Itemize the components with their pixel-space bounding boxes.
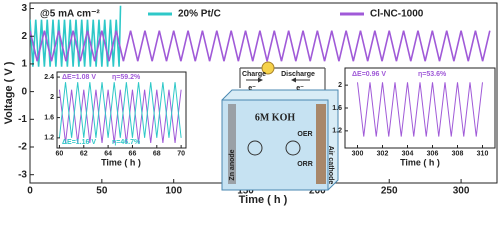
oer-label: OER (297, 131, 312, 138)
y-tick-label: 2 (21, 31, 27, 42)
electron-label: e⁻ (296, 85, 304, 92)
y-tick-label: -3 (18, 169, 27, 180)
series-line (58, 82, 182, 138)
orr-label: ORR (297, 161, 313, 168)
x-tick-label: 70 (177, 150, 185, 157)
inset-chart: 300 302 304 306 308 310 1.2 1.6 2 Time ( h ) ΔE=0.… (332, 67, 496, 167)
x-tick-label: 306 (427, 150, 439, 157)
annotation: ΔE=1.16 V (62, 139, 96, 146)
x-tick-label: 200 (309, 186, 326, 197)
x-tick-label: 60 (56, 150, 64, 157)
schematic: Charge Discharge e⁻ e⁻ 6M KOH Zn anode A… (221, 61, 339, 191)
x-tick-label: 66 (129, 150, 137, 157)
annotation: η=59.2% (112, 74, 141, 81)
x-tick-label: 0 (27, 186, 33, 197)
legend-label: 20% Pt/C (178, 9, 221, 20)
cathode-plate (316, 104, 326, 184)
x-axis-label: Time ( h ) (400, 157, 440, 167)
y-tick-label: 1.2 (44, 135, 54, 142)
x-tick-label: 64 (104, 150, 112, 157)
series-line (357, 82, 483, 137)
y-tick-label: 1.6 (332, 105, 342, 112)
figure: 0 50 100 150 200 250 300 -3 -2 -1 0 1 2 3 Time ( h ) Vo… (3, 2, 498, 206)
annotation: η=46.7% (112, 139, 141, 146)
y-tick-label: 1.2 (332, 128, 342, 135)
plot-frame (344, 67, 496, 149)
y-tick-label: -2 (18, 142, 27, 153)
x-tick-label: 68 (153, 150, 161, 157)
anode-label: Zn anode (229, 149, 236, 180)
x-tick-label: 302 (377, 150, 389, 157)
x-tick-label: 250 (381, 186, 398, 197)
discharge-label: Discharge (281, 71, 315, 78)
x-axis-label: Time ( h ) (101, 157, 141, 167)
y-tick-label: 1 (21, 59, 27, 70)
y-tick-label: 2 (338, 82, 342, 89)
x-tick-label: 300 (352, 150, 364, 157)
x-tick-label: 308 (452, 150, 464, 157)
annotation: η=53.6% (418, 71, 447, 78)
x-tick-label: 150 (237, 186, 254, 197)
x-tick-label: 50 (96, 186, 108, 197)
x-tick-label: 304 (402, 150, 414, 157)
x-tick-label: 62 (80, 150, 88, 157)
charge-label: Charge (242, 71, 266, 78)
plot-area (30, 5, 491, 67)
y-tick-label: 3 (21, 3, 27, 14)
y-tick-label: 0 (21, 86, 27, 97)
y-tick-label: 2 (50, 94, 54, 101)
x-axis-label: Time ( h ) (239, 194, 288, 206)
electrolyte-label: 6M KOH (255, 112, 295, 123)
y-axis-label: Voltage ( V ) (3, 61, 15, 124)
cycle-arrow (247, 140, 263, 156)
inset-chart: 60 62 64 66 68 70 1.2 1.6 2 2.4 Time ( h ) ΔE=1.08 … (44, 71, 187, 167)
legend-label: Cl-NC-1000 (370, 9, 424, 20)
cycle-arrow (285, 140, 301, 156)
y-tick-label: -1 (18, 114, 27, 125)
x-tick-label: 100 (165, 186, 182, 197)
anode-plate (228, 104, 236, 184)
plot-area (357, 82, 483, 137)
cell-front (221, 99, 329, 191)
y-tick-label: 1.6 (44, 114, 54, 121)
x-tick-label: 300 (453, 186, 470, 197)
x-tick-label: 310 (477, 150, 489, 157)
electron-label: e⁻ (248, 85, 256, 92)
y-tick-label: 2.4 (44, 74, 54, 81)
series-line (30, 30, 491, 62)
bulb (261, 61, 275, 75)
cathode-label: Air cathode (327, 146, 334, 185)
annotation: ΔE=0.96 V (352, 71, 386, 78)
series-line (58, 89, 182, 143)
annotation: @5 mA cm⁻² (40, 9, 100, 20)
annotation: ΔE=1.08 V (62, 74, 96, 81)
plot-area (58, 82, 182, 143)
